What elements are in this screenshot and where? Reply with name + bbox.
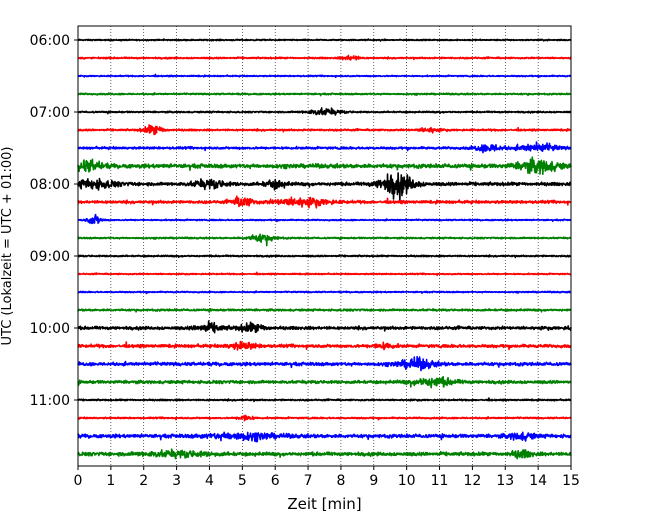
x-tick-label: 1 <box>106 473 115 489</box>
x-tick-label: 4 <box>205 473 214 489</box>
grid-lines <box>110 26 539 466</box>
x-tick-label: 6 <box>271 473 280 489</box>
trace-1100 <box>77 397 572 403</box>
trace-0900 <box>77 254 572 259</box>
x-tick-label: 8 <box>336 473 345 489</box>
x-axis-label: Zeit [min] <box>287 495 361 513</box>
y-tick-label: 07:00 <box>30 105 70 121</box>
trace-0600 <box>77 38 572 42</box>
trace-1045 <box>77 375 572 389</box>
trace-1145 <box>77 448 572 460</box>
x-tick-label: 7 <box>304 473 313 489</box>
trace-0645 <box>77 92 572 97</box>
y-tick-label: 11:00 <box>30 393 70 409</box>
trace-1000 <box>77 320 572 334</box>
x-tick-label: 0 <box>74 473 83 489</box>
x-tick-label: 11 <box>431 473 449 489</box>
x-tick-label: 2 <box>139 473 148 489</box>
trace-0745 <box>77 156 572 175</box>
y-tick-label: 08:00 <box>30 177 70 193</box>
x-tick-label: 9 <box>369 473 378 489</box>
trace-1115 <box>77 414 572 422</box>
seismogram-traces <box>77 38 572 460</box>
x-axis-ticks: 0 1 2 3 4 5 6 7 8 9 10 11 12 13 14 15 <box>74 466 580 489</box>
y-tick-label: 06:00 <box>30 33 70 49</box>
x-tick-label: 15 <box>562 473 580 489</box>
y-axis-ticks: 06:00 07:00 08:00 09:00 10:00 11:00 <box>30 33 78 409</box>
trace-0945 <box>77 307 572 313</box>
x-tick-label: 12 <box>463 473 481 489</box>
y-tick-label: 10:00 <box>30 321 70 337</box>
trace-1015 <box>77 340 572 351</box>
trace-0630 <box>77 73 572 79</box>
trace-1030 <box>77 355 572 372</box>
trace-0930 <box>77 290 572 295</box>
trace-0845 <box>77 233 572 247</box>
x-tick-label: 5 <box>238 473 247 489</box>
x-tick-label: 14 <box>529 473 547 489</box>
trace-0815 <box>77 195 572 209</box>
trace-0800 <box>77 172 572 202</box>
trace-0730 <box>77 141 572 154</box>
plot-frame <box>77 25 572 467</box>
trace-0830 <box>77 213 572 225</box>
trace-0700 <box>77 107 572 116</box>
x-tick-label: 13 <box>496 473 514 489</box>
trace-0715 <box>77 124 572 136</box>
x-tick-label: 10 <box>398 473 416 489</box>
trace-0615 <box>77 54 572 61</box>
trace-0915 <box>77 271 572 277</box>
y-axis-label: UTC (Lokalzeit = UTC + 01:00) <box>0 147 15 346</box>
y-tick-label: 09:00 <box>30 249 70 265</box>
trace-1130 <box>77 431 572 443</box>
x-tick-label: 3 <box>172 473 181 489</box>
